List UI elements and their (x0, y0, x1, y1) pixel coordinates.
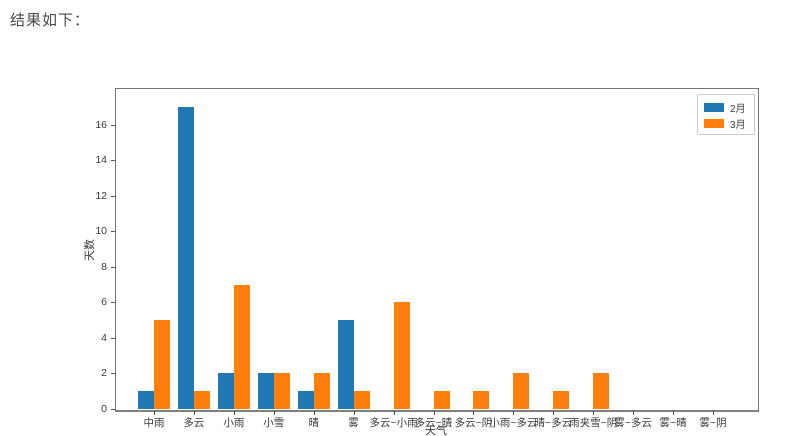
x-axis-title: 天气 (425, 425, 447, 436)
x-axis-tick-label: 小雨~多云 (489, 417, 538, 429)
bar (314, 373, 330, 409)
bar (154, 320, 170, 409)
y-axis-tick-label: 12 (95, 190, 107, 202)
x-axis-tick-label: 中雨 (143, 417, 165, 429)
bar (178, 107, 194, 409)
x-axis-tick-label: 雾~晴 (659, 417, 687, 429)
x-tick-mark (673, 411, 675, 415)
y-axis-title: 天数 (84, 239, 96, 261)
x-tick-mark (593, 411, 595, 415)
bar (434, 391, 450, 409)
legend-label-mar: 3月 (730, 119, 746, 131)
bar (218, 373, 234, 409)
y-tick-mark (111, 302, 115, 303)
y-tick-mark (111, 267, 115, 268)
y-tick-mark (111, 125, 115, 126)
x-tick-mark (553, 411, 555, 415)
x-tick-mark (433, 411, 435, 415)
y-tick-mark (111, 409, 115, 410)
x-axis-tick-label: 多云~小雨 (369, 417, 418, 429)
bar (513, 373, 529, 409)
legend-swatch-mar-icon (704, 118, 724, 128)
y-axis-tick-label: 8 (101, 261, 107, 273)
bar (473, 391, 489, 409)
y-tick-mark (111, 231, 115, 232)
x-axis-tick-label: 雾 (348, 417, 359, 429)
bar (194, 391, 210, 409)
x-tick-mark (313, 411, 315, 415)
bar (234, 285, 250, 409)
legend-swatch-feb-icon (704, 102, 724, 112)
weather-bar-chart: 天数 天气 2月 3月 CSDN @Yan-英杰 中雨多云小雨小雪晴雾多云~小雨… (0, 40, 811, 436)
x-tick-mark (193, 411, 195, 415)
x-tick-mark (273, 411, 275, 415)
x-tick-mark (473, 411, 475, 415)
x-tick-mark (513, 411, 515, 415)
plot-area (115, 88, 759, 412)
x-tick-mark (233, 411, 235, 415)
bar (274, 373, 290, 409)
x-tick-mark (713, 411, 715, 415)
bar (258, 373, 274, 409)
x-axis-tick-label: 雾~多云 (614, 417, 652, 429)
y-axis-tick-label: 4 (101, 332, 107, 344)
legend-item-feb: 2月 (704, 99, 748, 115)
y-axis-tick-label: 16 (95, 119, 107, 131)
y-axis-tick-label: 2 (101, 367, 107, 379)
y-tick-mark (111, 196, 115, 197)
x-tick-mark (154, 411, 155, 415)
x-axis-tick-label: 小雨 (223, 417, 245, 429)
x-tick-mark (353, 411, 355, 415)
x-axis-tick-label: 雾~阴 (699, 417, 727, 429)
legend-label-feb: 2月 (730, 103, 746, 115)
bar (593, 373, 609, 409)
intro-text: 结果如下： (10, 12, 91, 29)
bar (338, 320, 354, 409)
chart-legend: 2月 3月 (697, 94, 755, 135)
x-axis-tick-label: 多云~阴 (454, 417, 493, 429)
y-tick-mark (111, 373, 115, 374)
y-axis-tick-label: 0 (101, 403, 107, 415)
bar (553, 391, 569, 409)
bar (138, 391, 154, 409)
x-axis-tick-label: 晴 (308, 417, 319, 429)
x-axis-tick-label: 晴~多云 (534, 417, 573, 429)
bar (354, 391, 370, 409)
bar (394, 302, 410, 409)
bar (298, 391, 314, 409)
x-tick-mark (633, 411, 635, 415)
y-axis-tick-label: 10 (95, 225, 107, 237)
x-axis-tick-label: 多云~晴 (414, 417, 453, 429)
y-tick-mark (111, 338, 115, 339)
y-tick-mark (111, 160, 115, 161)
y-axis-tick-label: 6 (101, 296, 107, 308)
x-axis-tick-label: 雨夹雪~阴 (569, 417, 618, 429)
legend-item-mar: 3月 (704, 115, 748, 131)
x-axis-tick-label: 小雪 (263, 417, 285, 429)
y-axis-tick-label: 14 (95, 154, 107, 166)
x-axis-tick-label: 多云 (183, 417, 205, 429)
x-tick-mark (393, 411, 395, 415)
